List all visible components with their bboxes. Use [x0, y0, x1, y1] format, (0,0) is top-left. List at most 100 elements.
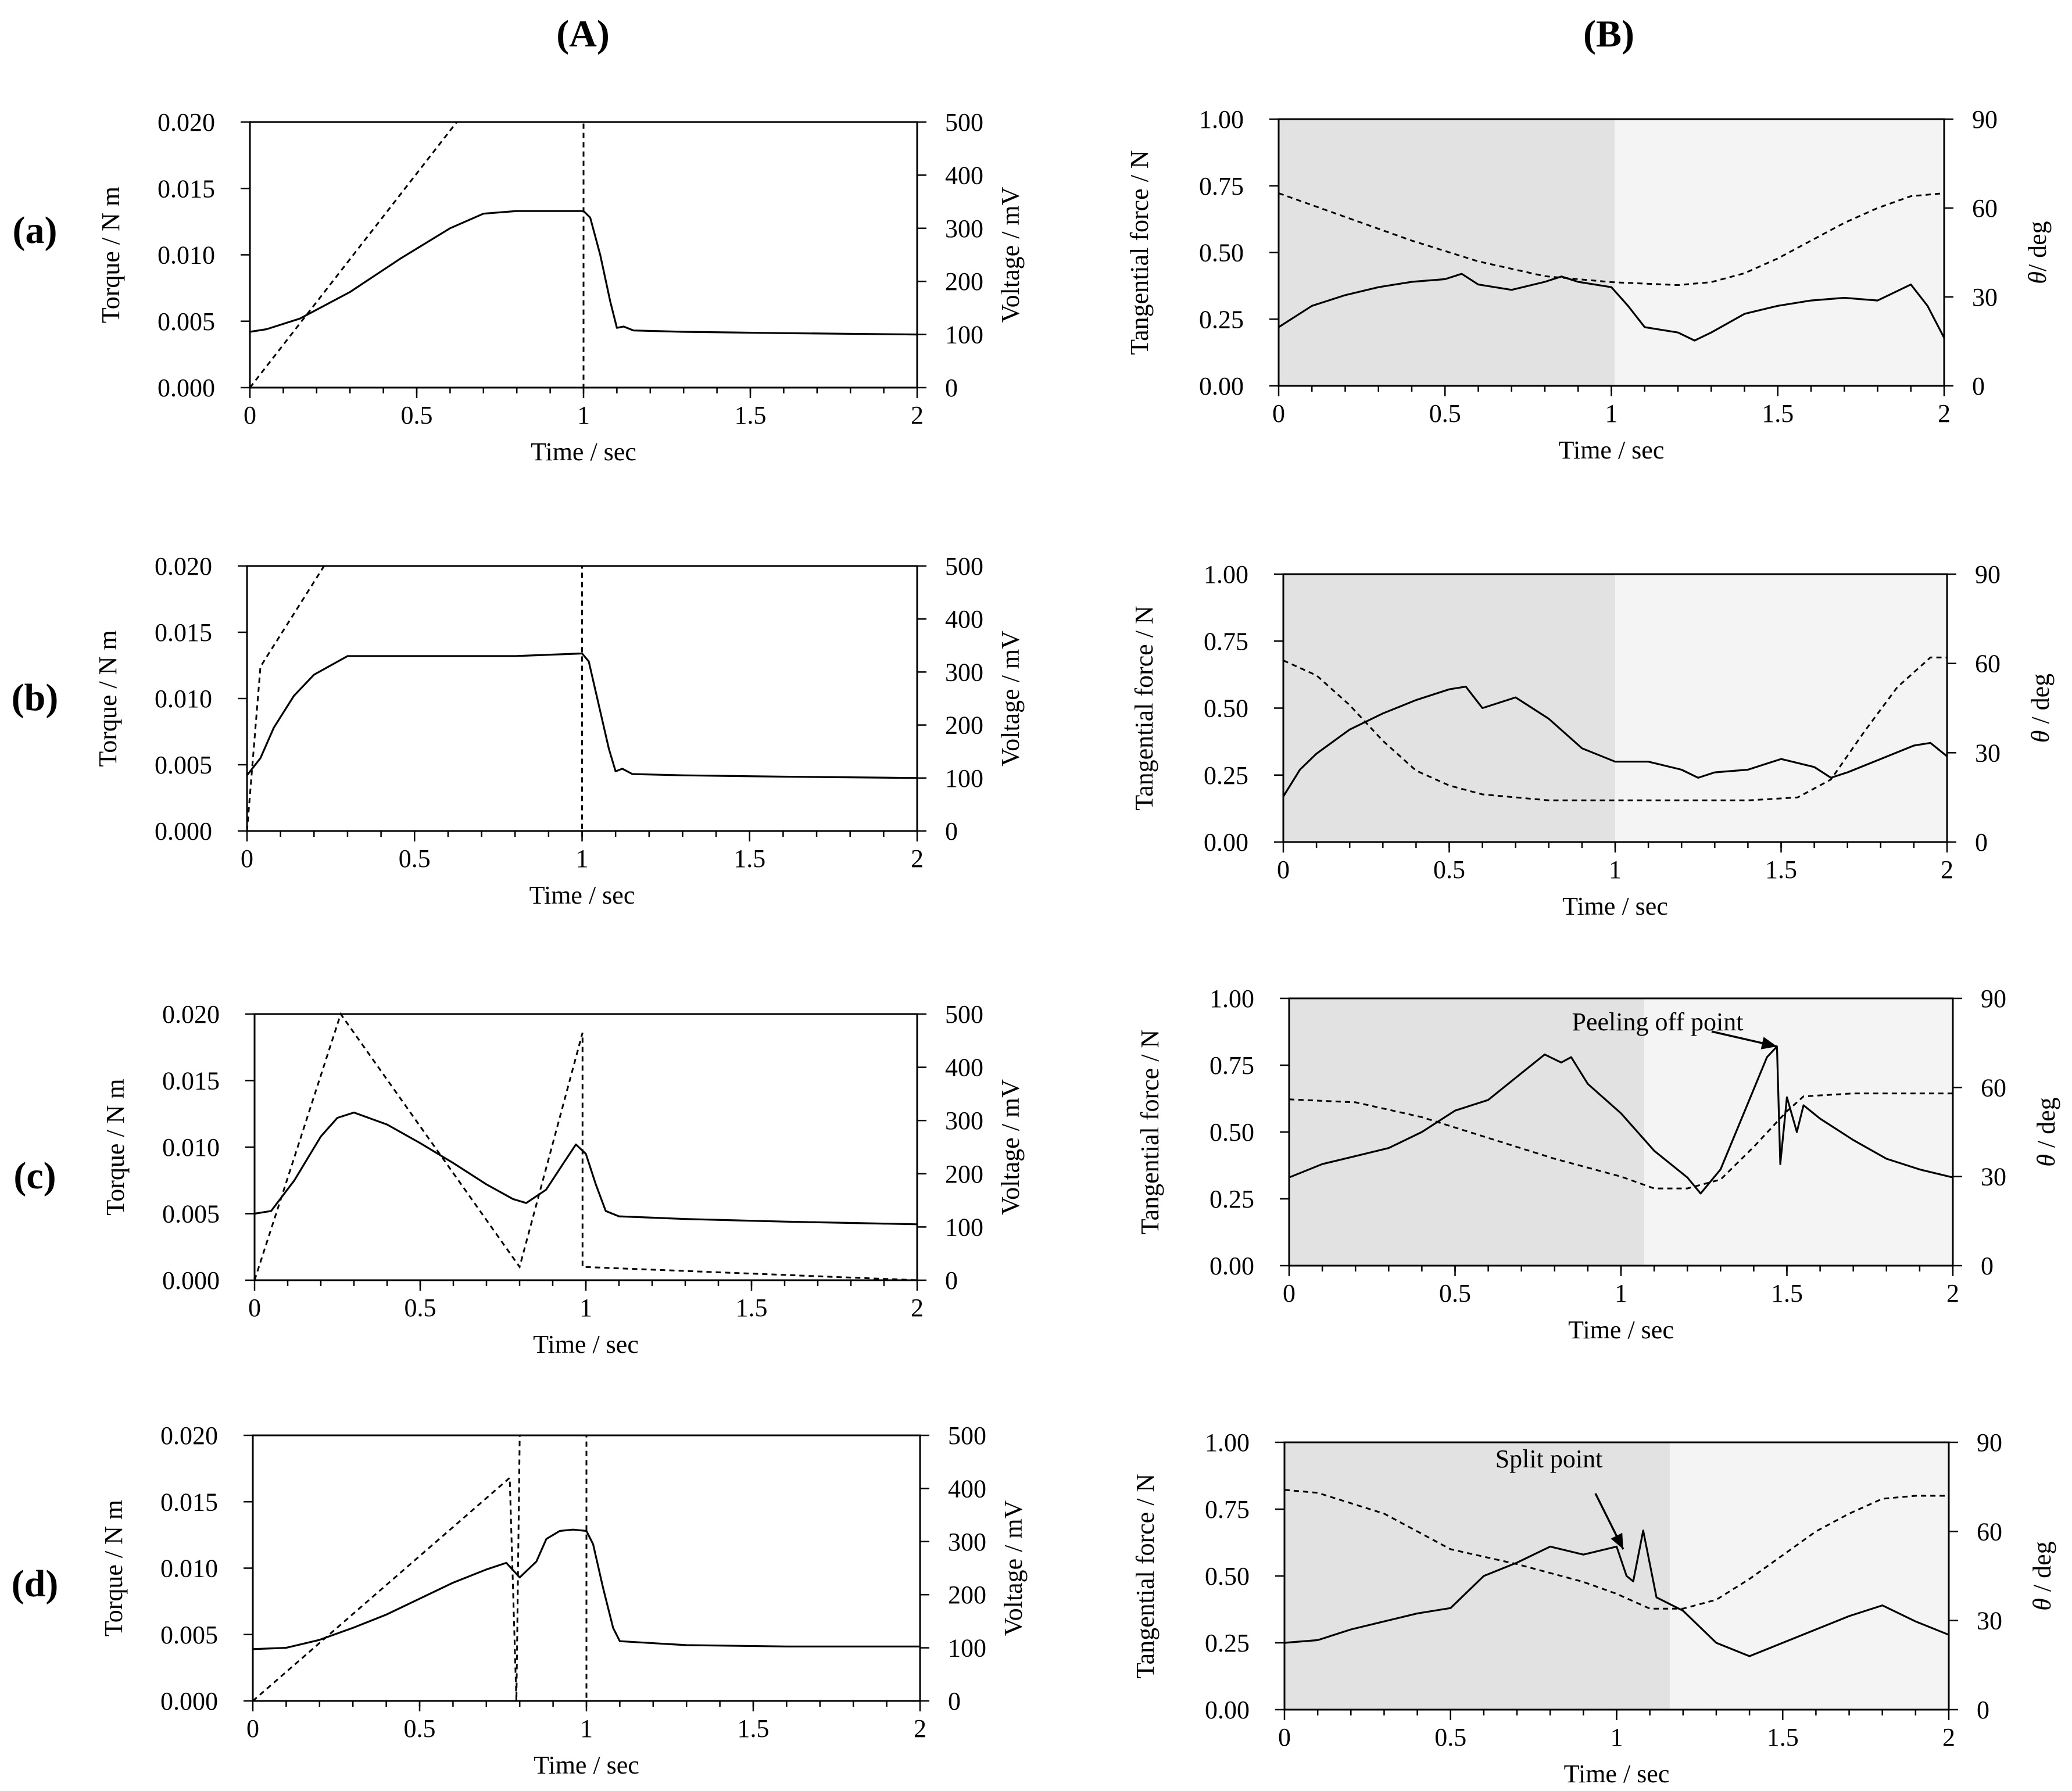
chart-A-a: 0 0.5 1 1.5 2 0.000 0.005 0.010 0.015 0.020 0 100 20… [96, 108, 1025, 466]
x-tick-label: 1 [1611, 1723, 1623, 1751]
y2-tick-label: 0 [948, 1687, 961, 1715]
plot-frame [252, 1434, 921, 1702]
x-tick-label: 1 [1605, 399, 1618, 428]
chart-B-b: 0 0.5 1 1.5 2 0.00 0.25 0.50 0.75 1.00 0 30 60 90 Time… [1130, 560, 2055, 920]
x-tick-label: 0 [244, 401, 256, 429]
x-tick-label: 0.5 [401, 401, 433, 429]
y2-tick-label: 30 [1972, 283, 1998, 311]
y-axis-title: Torque / N m [94, 630, 122, 766]
series-line-left-axis [1282, 685, 1948, 797]
x-tick-label: 0 [248, 1294, 261, 1322]
x-axis-title: Time / sec [531, 438, 636, 466]
series-line-left-axis [254, 1111, 918, 1226]
y-tick-label: 0.005 [158, 307, 215, 336]
y2-axis-title: Voltage / mV [996, 631, 1025, 766]
series-line-left-axis [1278, 273, 1945, 342]
y2-tick-label: 100 [948, 1634, 986, 1663]
series-line-left-axis [252, 1528, 920, 1650]
x-axis-title: Time / sec [1559, 436, 1665, 464]
series-line-left-axis [246, 652, 918, 779]
x-tick-label: 1 [577, 401, 590, 429]
chart-B-c: 0 0.5 1 1.5 2 0.00 0.25 0.50 0.75 1.00 0 30 60 90 Time… [1136, 984, 2060, 1344]
row-label-d: (d) [12, 1563, 59, 1605]
y-tick-label: 0.010 [160, 1554, 218, 1583]
x-axis-title: Time / sec [529, 881, 635, 909]
shaded-region-release [1669, 1442, 1949, 1710]
y-tick-label: 0.010 [162, 1133, 220, 1162]
y2-tick-label: 60 [1972, 194, 1998, 223]
y-tick-label: 1.00 [1199, 105, 1244, 134]
y-tick-label: 0.010 [158, 241, 215, 270]
y2-tick-label: 300 [945, 658, 983, 686]
x-tick-label: 1 [576, 844, 589, 873]
x-tick-label: 0.5 [1434, 1723, 1466, 1751]
y-tick-label: 0.015 [160, 1488, 218, 1516]
x-tick-label: 2 [914, 1714, 926, 1743]
series-line-right-axis [249, 121, 585, 388]
y-tick-label: 1.00 [1204, 560, 1248, 589]
row-label-b: (b) [12, 676, 59, 719]
y2-tick-label: 500 [948, 1421, 986, 1450]
shaded-region-release [1644, 998, 1953, 1266]
y2-tick-label: 100 [945, 321, 983, 349]
y-tick-label: 0.00 [1205, 1696, 1250, 1724]
y2-tick-label: 30 [1977, 1607, 2002, 1635]
y-axis-title: Torque / N m [101, 1079, 130, 1215]
y-tick-label: 0.25 [1209, 1185, 1254, 1213]
x-axis-title: Time / sec [1564, 1760, 1670, 1788]
y2-tick-label: 0 [945, 374, 958, 402]
chart-A-b: 0 0.5 1 1.5 2 0.000 0.005 0.010 0.015 0.020 0 100 20… [94, 552, 1025, 909]
x-tick-label: 0.5 [1433, 855, 1465, 884]
y-tick-label: 0.50 [1209, 1118, 1254, 1147]
y-tick-label: 0.000 [155, 817, 212, 846]
series-line-right-axis [1284, 1489, 1949, 1610]
y-tick-label: 0.00 [1209, 1252, 1254, 1280]
series-line-right-axis [246, 565, 583, 832]
y-axis-title: Torque / N m [99, 1500, 128, 1636]
x-axis-title: Time / sec [1562, 892, 1668, 920]
y2-tick-label: 300 [948, 1528, 986, 1556]
y-tick-label: 0.50 [1199, 239, 1244, 267]
y2-tick-label: 60 [1981, 1073, 2006, 1102]
y-tick-label: 0.25 [1205, 1629, 1250, 1657]
y-tick-label: 0.00 [1199, 372, 1244, 400]
y-tick-label: 0.50 [1205, 1562, 1250, 1591]
x-tick-label: 1.5 [1771, 1279, 1803, 1308]
x-tick-label: 0.5 [1439, 1279, 1471, 1308]
x-tick-label: 0.5 [404, 1714, 436, 1743]
y2-axis-title: θ / deg [2028, 1541, 2056, 1610]
x-tick-label: 2 [1941, 855, 1953, 884]
chart-A-d: 0 0.5 1 1.5 2 0.000 0.005 0.010 0.015 0.020 0 100 20… [99, 1421, 1028, 1779]
y2-tick-label: 400 [945, 605, 983, 633]
x-tick-label: 1 [579, 1294, 592, 1322]
chart-B-d: 0 0.5 1 1.5 2 0.00 0.25 0.50 0.75 1.00 0 30 60 90 Time… [1131, 1428, 2056, 1788]
x-tick-label: 0 [1277, 855, 1290, 884]
row-label-c: (c) [13, 1155, 56, 1197]
y-tick-label: 0.020 [155, 552, 212, 581]
y-tick-label: 0.020 [158, 108, 215, 137]
annotation-label: Split point [1495, 1445, 1603, 1473]
y-axis-title: Torque / N m [96, 187, 125, 323]
y-axis-title: Tangential force / N [1125, 150, 1154, 354]
chart-B-a: 0 0.5 1 1.5 2 0.00 0.25 0.50 0.75 1.00 0 30 60 90 Time… [1125, 105, 2052, 464]
y2-tick-label: 0 [1977, 1696, 1989, 1724]
x-tick-label: 1 [1615, 1279, 1627, 1308]
x-tick-label: 1 [1609, 855, 1622, 884]
annotation-arrowhead [1760, 1037, 1777, 1049]
y-tick-label: 0.000 [158, 374, 215, 402]
x-tick-label: 1 [580, 1714, 593, 1743]
y-tick-label: 0.75 [1205, 1495, 1250, 1524]
y2-tick-label: 0 [945, 817, 958, 846]
series-line-left-axis [1284, 1529, 1949, 1657]
y-tick-label: 0.25 [1204, 761, 1248, 790]
x-axis-title: Time / sec [534, 1751, 639, 1779]
x-tick-label: 2 [1946, 1279, 1959, 1308]
x-tick-label: 1.5 [735, 401, 767, 429]
y2-axis-title: Voltage / mV [999, 1500, 1028, 1636]
y2-tick-label: 60 [1977, 1517, 2002, 1546]
y-tick-label: 0.015 [158, 174, 215, 203]
row-label-a: (a) [13, 209, 58, 252]
x-tick-label: 0 [246, 1714, 259, 1743]
y-tick-label: 0.020 [162, 1000, 220, 1029]
y-axis-title: Tangential force / N [1130, 606, 1158, 810]
